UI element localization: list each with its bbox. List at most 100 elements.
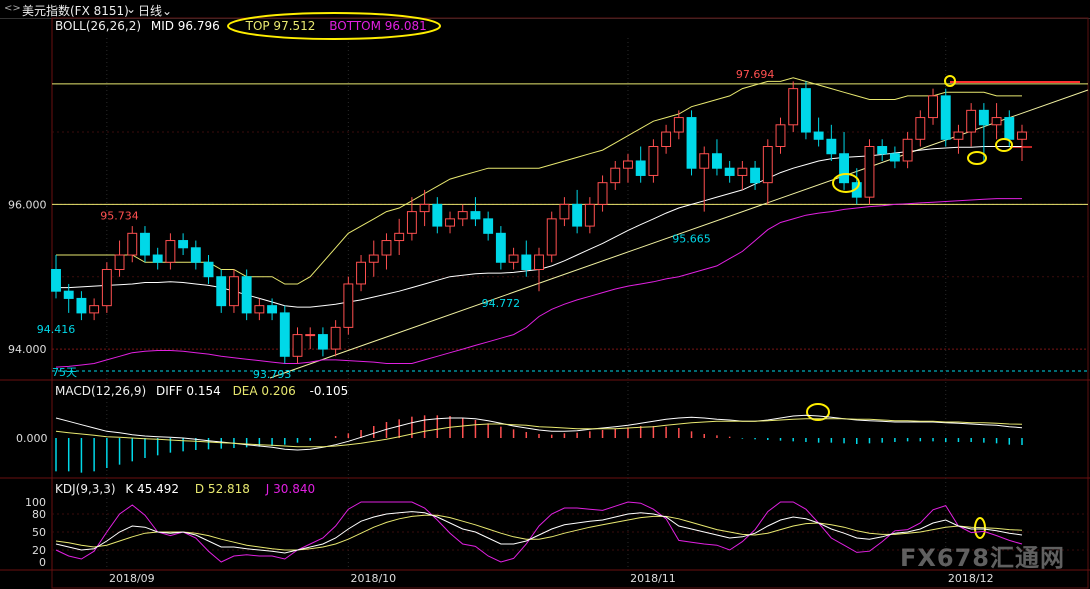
candle-body [940, 95, 951, 140]
kdj-j-value: J 30.840 [265, 482, 316, 496]
candle-body [483, 218, 494, 234]
candle-body [279, 312, 290, 357]
candle-body [762, 146, 773, 184]
highlight-ellipse [967, 151, 987, 165]
kdj-header: KDJ(9,3,3) K 45.492 D 52.818 J 30.840 [55, 482, 315, 496]
symbol-dropdown-chevron-icon[interactable]: ⌄ [126, 2, 137, 16]
kdj-y-tick-label: 0 [39, 556, 46, 569]
candle-body [724, 167, 735, 176]
candle-body [508, 254, 519, 263]
candle-body [686, 117, 697, 169]
candle-body [76, 297, 87, 314]
boll-top-value: TOP 97.512 [245, 19, 316, 33]
candle-body [648, 146, 659, 176]
candle-body [813, 131, 824, 140]
candle-body [928, 95, 938, 119]
candle-body [546, 218, 557, 256]
kdj-k-series [55, 511, 1023, 554]
candle-body [203, 261, 214, 278]
candle-body [254, 305, 265, 314]
kdj-y-tick-label: 20 [32, 544, 46, 557]
candle-body [228, 276, 239, 307]
candle-body [877, 146, 888, 155]
candle-body [216, 276, 227, 307]
candle-body [406, 211, 417, 234]
candle-body [534, 254, 544, 270]
candle-body [267, 305, 278, 314]
candle-body [292, 334, 303, 357]
kdj-k-value: K 45.492 [125, 482, 180, 496]
candle-body [457, 211, 468, 220]
candle-body [381, 240, 392, 256]
candle-body [127, 232, 138, 256]
candle-body [445, 218, 455, 227]
candle-body [317, 334, 328, 350]
kdj-indicator-label[interactable]: KDJ(9,3,3) [55, 482, 116, 496]
candle-body [521, 254, 532, 270]
x-tick-label: 2018/10 [350, 572, 396, 585]
candle-body [1017, 131, 1027, 140]
macd-y-tick-label: 0.000 [16, 432, 48, 445]
highlight-ellipse [227, 12, 441, 40]
candle-body [839, 153, 850, 184]
highlight-ellipse [832, 173, 860, 193]
candle-body [419, 203, 430, 213]
macd-indicator-label[interactable]: MACD(12,26,9) [55, 384, 147, 398]
candle-body [661, 131, 672, 148]
candle-body [330, 326, 341, 350]
candle-body [470, 211, 481, 220]
price-annotation: 94.416 [37, 323, 76, 336]
candle-body [368, 254, 379, 263]
candle-body [991, 117, 1002, 126]
candle-body [140, 232, 150, 256]
candle-body [673, 117, 684, 133]
candle-body [826, 138, 837, 155]
candle-body [51, 268, 61, 292]
kdj-y-tick-label: 100 [25, 496, 46, 509]
highlight-ellipse [806, 403, 830, 421]
boll-indicator-label[interactable]: BOLL(26,26,2) [55, 19, 142, 33]
candle-body [114, 254, 125, 270]
ma-days-label: 75天 [52, 366, 77, 379]
highlight-ellipse [944, 75, 956, 87]
macd-header: MACD(12,26,9) DIFF 0.154 DEA 0.206 -0.10… [55, 384, 348, 398]
nav-arrows-icon[interactable]: <> [4, 3, 21, 14]
boll-top-series [56, 77, 1022, 285]
candle-body [978, 109, 989, 126]
candle-body [902, 138, 913, 162]
candle-body [394, 232, 405, 242]
candle-body [953, 131, 964, 140]
macd-hist-value: -0.105 [309, 384, 349, 398]
price-annotation: 94.772 [482, 297, 521, 310]
candle-body [1004, 117, 1015, 140]
candle-body [165, 240, 176, 263]
candle-body [635, 160, 646, 176]
candle-body [241, 276, 252, 314]
candle-body [305, 334, 316, 337]
macd-dea-value: DEA 0.206 [232, 384, 296, 398]
y-tick-label: 94.000 [8, 343, 47, 356]
boll-header: BOLL(26,26,2) MID 96.796 TOP 97.512 BOTT… [55, 19, 427, 33]
candle-body [559, 203, 570, 220]
macd-diff-value: DIFF 0.154 [155, 384, 221, 398]
candle-body [101, 268, 112, 307]
kdj-d-value: D 52.818 [194, 482, 250, 496]
highlight-ellipse [995, 138, 1013, 152]
candle-body [152, 254, 163, 263]
candle-body [864, 146, 875, 198]
candle-body [711, 153, 722, 169]
trend-line [269, 89, 1089, 379]
price-annotation: 97.694 [736, 68, 775, 81]
timeframe-dropdown[interactable]: 日线⌄ [138, 4, 173, 18]
candle-body [737, 167, 748, 176]
candle-body [584, 203, 595, 227]
price-annotation: 95.734 [100, 210, 139, 223]
kdj-y-tick-label: 50 [32, 526, 46, 539]
candle-body [432, 203, 443, 227]
y-tick-label: 96.000 [8, 198, 47, 211]
candle-body [178, 240, 189, 249]
boll-bottom-value: BOTTOM 96.081 [329, 19, 427, 33]
candle-body [572, 203, 583, 227]
x-tick-label: 2018/11 [630, 572, 676, 585]
